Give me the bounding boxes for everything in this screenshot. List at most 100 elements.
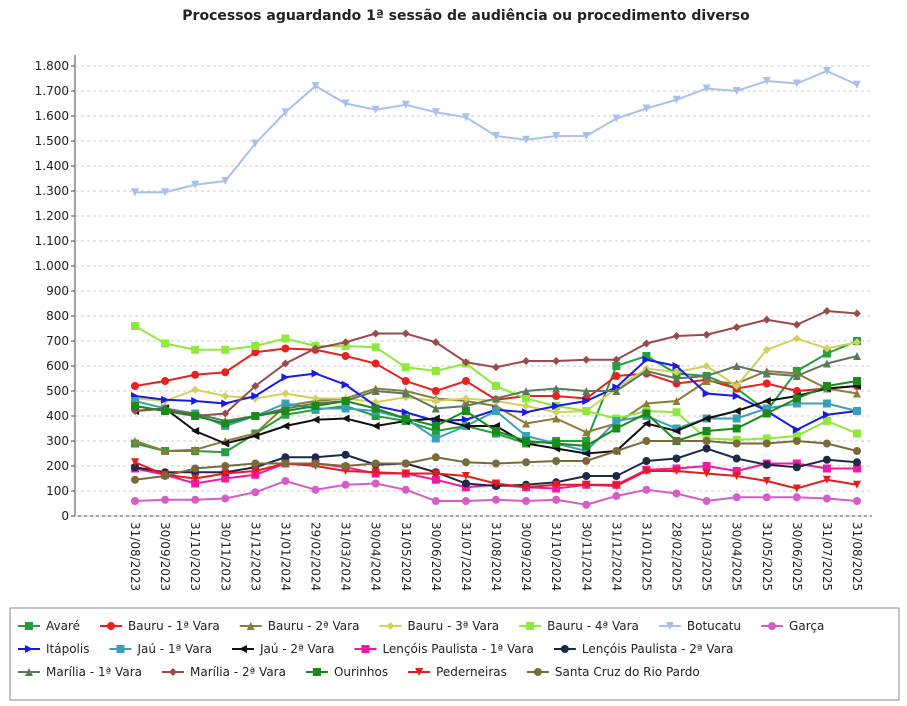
data-point	[431, 434, 440, 443]
data-point	[461, 113, 470, 122]
data-point	[762, 477, 771, 485]
data-point	[401, 408, 410, 417]
y-tick-label: 0	[61, 509, 69, 523]
data-point	[732, 467, 741, 475]
data-point	[732, 493, 741, 502]
data-point	[371, 387, 380, 395]
data-point	[853, 464, 861, 473]
data-point	[281, 373, 290, 382]
data-point	[552, 414, 561, 423]
data-point	[672, 397, 681, 405]
data-point	[672, 467, 681, 475]
data-point	[311, 369, 320, 378]
data-point	[582, 442, 591, 450]
data-point	[732, 439, 741, 448]
data-point	[792, 372, 801, 380]
data-point	[221, 409, 230, 418]
legend-swatch-marker	[238, 645, 247, 653]
data-point	[522, 387, 531, 395]
data-point	[431, 475, 440, 484]
data-point	[672, 95, 681, 104]
data-point	[431, 404, 440, 413]
data-point	[161, 407, 170, 415]
data-point	[642, 399, 651, 408]
data-point	[461, 458, 470, 467]
legend-label: Marília - 1ª Vara	[46, 665, 142, 679]
data-point	[492, 394, 500, 403]
data-point	[371, 404, 380, 413]
data-point	[582, 397, 591, 405]
y-tick-label: 1.700	[35, 84, 69, 98]
data-point	[853, 407, 861, 415]
data-point	[792, 493, 801, 502]
data-point	[822, 349, 831, 358]
x-tick-label: 31/03/2024	[339, 522, 353, 591]
data-point	[552, 480, 561, 489]
data-point	[853, 389, 861, 398]
legend-label: Itápolis	[46, 642, 89, 656]
data-point	[822, 494, 831, 503]
data-point	[161, 339, 170, 348]
data-point	[853, 497, 861, 505]
data-point	[191, 479, 200, 488]
data-point	[311, 485, 320, 494]
x-tick-label: 30/06/2024	[429, 522, 443, 591]
data-point	[431, 108, 440, 117]
data-point	[281, 389, 290, 398]
x-tick-label: 30/11/2023	[218, 522, 232, 591]
legend-swatch-marker	[533, 668, 542, 676]
data-point	[371, 105, 380, 114]
data-point	[642, 367, 651, 375]
data-point	[401, 459, 410, 468]
legend-swatch-marker	[168, 668, 177, 676]
legend-swatch-marker	[361, 645, 370, 653]
data-point	[161, 188, 170, 197]
data-point	[732, 472, 741, 480]
data-point	[341, 462, 350, 470]
data-point	[702, 444, 711, 453]
data-point	[732, 323, 741, 332]
data-point	[612, 424, 621, 433]
data-point	[792, 484, 801, 493]
data-point	[522, 497, 531, 505]
data-point	[221, 399, 230, 408]
legend-label: Garça	[789, 619, 824, 633]
data-point	[822, 455, 831, 464]
data-point	[131, 322, 139, 330]
y-tick-label: 1.300	[35, 184, 69, 198]
data-point	[552, 132, 561, 140]
data-point	[251, 488, 260, 497]
data-point	[461, 497, 470, 505]
legend-item: Bauru - 3ª Vara	[379, 619, 499, 633]
x-tick-label: 31/08/2023	[128, 522, 142, 591]
data-point	[371, 459, 380, 468]
legend-swatch-marker	[116, 645, 125, 653]
x-tick-label: 30/09/2024	[519, 522, 533, 591]
data-point	[251, 342, 260, 350]
data-point	[582, 437, 591, 445]
data-point	[762, 345, 771, 354]
legend-swatch-marker	[107, 622, 116, 630]
data-point	[221, 368, 230, 377]
data-point	[191, 385, 200, 394]
x-tick-label: 31/12/2023	[248, 522, 262, 591]
data-point	[582, 480, 591, 489]
data-point	[341, 404, 350, 413]
data-point	[792, 320, 801, 329]
data-point	[371, 422, 380, 430]
data-point	[702, 372, 711, 380]
data-point	[853, 338, 861, 347]
legend-swatch-marker	[526, 622, 535, 630]
data-point	[281, 108, 290, 117]
data-point	[792, 394, 801, 403]
data-point	[281, 344, 290, 353]
data-point	[492, 132, 500, 140]
data-point	[732, 454, 741, 463]
data-point	[191, 495, 200, 504]
data-point	[251, 432, 260, 440]
data-point	[431, 453, 440, 462]
y-tick-label: 100	[46, 484, 69, 498]
y-tick-label: 700	[46, 334, 69, 348]
data-point	[371, 359, 380, 368]
